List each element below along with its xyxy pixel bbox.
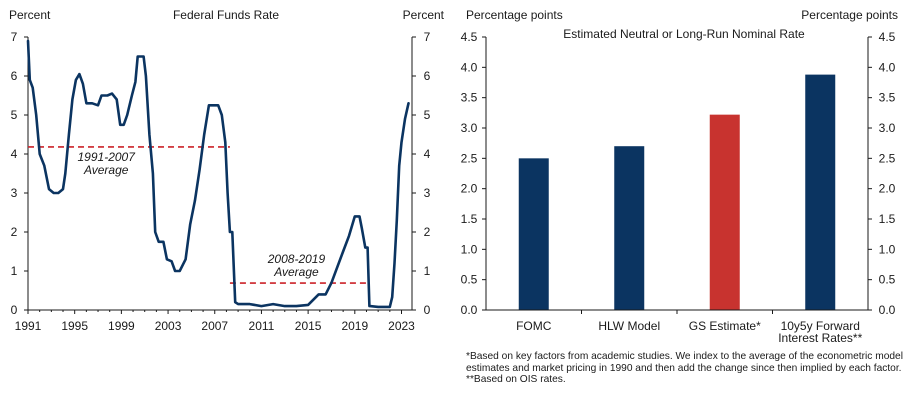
nr-right-y-ticks: 0.0 0.5 1.0 1.5 2.0 2.5 3.0 3.5 4.0 4.5: [868, 30, 896, 317]
nr-right-axis-title: Percentage points: [801, 8, 898, 22]
nr-right-tick-label: 3.5: [879, 91, 896, 105]
ffr-right-tick-label: 2: [424, 225, 431, 239]
ffr-right-tick-label: 0: [424, 303, 431, 317]
ffr-right-tick-label: 6: [424, 69, 431, 83]
ffr-x-tick-label: 2023: [388, 319, 415, 333]
ffr-reference-lines: [28, 146, 368, 284]
ffr-series-line: [26, 39, 410, 309]
ffr-left-tick-label: 1: [11, 264, 18, 278]
ffr-right-y-ticks: 0 1 2 3 4 5 6 7: [412, 30, 431, 317]
ffr-chart: Percent Federal Funds Rate Percent 0 1 2 3 4…: [9, 8, 445, 333]
ffr-right-axis-title: Percent: [403, 8, 445, 22]
ffr-right-tick-label: 7: [424, 30, 431, 44]
nr-left-tick-label: 1.0: [461, 242, 478, 256]
ffr-left-axis-title: Percent: [9, 8, 51, 22]
nr-left-tick-label: 0.5: [461, 273, 478, 287]
nr-category-label: 10y5y Forward: [781, 319, 860, 333]
nr-left-axis-title: Percentage points: [466, 8, 563, 22]
ffr-left-tick-label: 2: [11, 225, 18, 239]
ref2-label-line2: Average: [273, 265, 319, 279]
ffr-left-tick-label: 6: [11, 69, 18, 83]
ffr-x-tick-label: 2011: [249, 319, 275, 333]
nr-chart-title: Estimated Neutral or Long-Run Nominal Ra…: [563, 27, 805, 41]
footnote: *Based on key factors from academic stud…: [466, 351, 903, 386]
nr-right-tick-label: 2.0: [879, 182, 896, 196]
nr-left-tick-label: 0.0: [461, 303, 478, 317]
ffr-x-ticks: 1991 1995 1999 2003 2007 2011 2015 2019 2023: [15, 310, 415, 333]
ffr-x-tick-label: 1995: [61, 319, 88, 333]
ffr-x-tick-label: 2019: [341, 319, 368, 333]
ffr-left-tick-label: 7: [11, 30, 18, 44]
nr-category-labels: FOMC HLW Model GS Estimate* 10y5y ForwardIn…: [516, 310, 863, 345]
nr-right-tick-label: 0.5: [879, 273, 896, 287]
nr-right-tick-label: 4.0: [879, 60, 896, 74]
ref2-label-line1: 2008-2019: [267, 252, 326, 266]
ffr-x-tick-label: 2015: [295, 319, 322, 333]
nr-left-tick-label: 3.0: [461, 121, 478, 135]
nr-left-tick-label: 2.5: [461, 151, 478, 165]
nr-left-tick-label: 3.5: [461, 91, 478, 105]
ffr-x-tick-label: 1999: [108, 319, 135, 333]
ref1-label-line1: 1991-2007: [78, 150, 137, 164]
nr-right-tick-label: 2.5: [879, 151, 896, 165]
nr-left-tick-label: 1.5: [461, 212, 478, 226]
nr-bar: [709, 114, 740, 310]
ffr-x-tick-label: 1991: [15, 319, 42, 333]
nr-left-tick-label: 2.0: [461, 182, 478, 196]
ffr-right-tick-label: 4: [424, 147, 431, 161]
nr-left-tick-label: 4.0: [461, 60, 478, 74]
ffr-chart-title: Federal Funds Rate: [173, 8, 279, 22]
ref1-label-line2: Average: [83, 163, 129, 177]
nr-bar: [805, 74, 836, 310]
nr-bars: [518, 74, 836, 310]
nr-left-tick-label: 4.5: [461, 30, 478, 44]
nr-bar: [614, 146, 645, 310]
neutral-rate-chart: Percentage points Estimated Neutral or L…: [461, 8, 898, 345]
ffr-left-tick-label: 3: [11, 186, 18, 200]
ffr-right-tick-label: 3: [424, 186, 431, 200]
nr-right-tick-label: 1.5: [879, 212, 896, 226]
ffr-right-tick-label: 1: [424, 264, 431, 278]
nr-category-label-line2: Interest Rates**: [778, 331, 862, 345]
ffr-left-tick-label: 4: [11, 147, 18, 161]
ffr-right-tick-label: 5: [424, 108, 431, 122]
nr-right-tick-label: 4.5: [879, 30, 896, 44]
nr-category-label: FOMC: [516, 319, 552, 333]
nr-left-y-ticks: 0.0 0.5 1.0 1.5 2.0 2.5 3.0 3.5 4.0 4.5: [461, 30, 486, 317]
nr-category-label: HLW Model: [598, 319, 660, 333]
nr-right-tick-label: 0.0: [879, 303, 896, 317]
nr-right-tick-label: 1.0: [879, 242, 896, 256]
ffr-left-tick-label: 5: [11, 108, 18, 122]
ffr-left-tick-label: 0: [11, 303, 18, 317]
nr-category-label: GS Estimate*: [689, 319, 761, 333]
ffr-x-tick-label: 2003: [155, 319, 182, 333]
nr-right-tick-label: 3.0: [879, 121, 896, 135]
ffr-left-y-ticks: 0 1 2 3 4 5 6 7: [11, 30, 28, 317]
ffr-x-tick-label: 2007: [201, 319, 228, 333]
nr-bar: [518, 158, 549, 310]
